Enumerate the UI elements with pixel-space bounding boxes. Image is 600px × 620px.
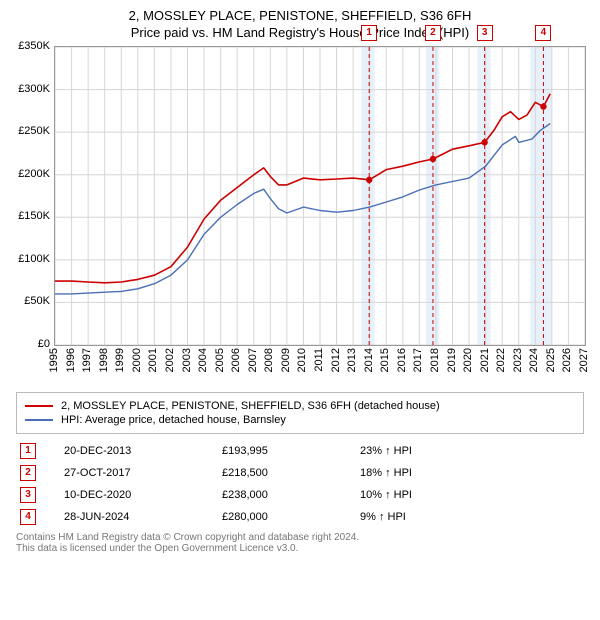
- y-tick-label: £150K: [18, 210, 50, 222]
- x-tick-label: 2001: [147, 348, 159, 372]
- event-date: 10-DEC-2020: [60, 484, 218, 506]
- event-row: 2 27-OCT-2017£218,50018% ↑ HPI: [16, 462, 584, 484]
- event-date: 20-DEC-2013: [60, 440, 218, 462]
- event-price: £193,995: [218, 440, 356, 462]
- x-tick-label: 2010: [296, 348, 308, 372]
- event-pct: 18% ↑ HPI: [356, 462, 584, 484]
- legend-swatch: [25, 405, 53, 407]
- chart-zone: £0£50K£100K£150K£200K£250K£300K£350K 123…: [10, 46, 590, 386]
- legend: 2, MOSSLEY PLACE, PENISTONE, SHEFFIELD, …: [16, 392, 584, 434]
- x-tick-label: 2013: [346, 348, 358, 372]
- event-row: 1 20-DEC-2013£193,99523% ↑ HPI: [16, 440, 584, 462]
- footer: Contains HM Land Registry data © Crown c…: [16, 532, 584, 554]
- x-tick-label: 2014: [363, 348, 375, 372]
- x-tick-label: 2021: [479, 348, 491, 372]
- title-line2: Price paid vs. HM Land Registry's House …: [10, 25, 590, 40]
- x-tick-label: 2017: [412, 348, 424, 372]
- event-date: 28-JUN-2024: [60, 506, 218, 528]
- x-tick-label: 2008: [263, 348, 275, 372]
- x-tick-label: 2006: [230, 348, 242, 372]
- legend-item: HPI: Average price, detached house, Barn…: [25, 414, 575, 426]
- plot-area: 1234: [54, 46, 586, 346]
- footer-line1: Contains HM Land Registry data © Crown c…: [16, 532, 584, 543]
- event-marker: 4: [535, 25, 551, 41]
- event-pct: 10% ↑ HPI: [356, 484, 584, 506]
- x-tick-label: 2024: [528, 348, 540, 372]
- x-tick-label: 2023: [512, 348, 524, 372]
- x-tick-label: 1995: [48, 348, 60, 372]
- event-row: 4 28-JUN-2024£280,0009% ↑ HPI: [16, 506, 584, 528]
- legend-swatch: [25, 419, 53, 421]
- x-tick-label: 2005: [214, 348, 226, 372]
- event-pct: 9% ↑ HPI: [356, 506, 584, 528]
- x-tick-label: 2019: [446, 348, 458, 372]
- x-tick-label: 2018: [429, 348, 441, 372]
- y-tick-label: £100K: [18, 253, 50, 265]
- event-date: 27-OCT-2017: [60, 462, 218, 484]
- x-tick-label: 2015: [379, 348, 391, 372]
- event-marker: 1: [361, 25, 377, 41]
- x-tick-label: 1997: [81, 348, 93, 372]
- x-tick-label: 2012: [330, 348, 342, 372]
- x-tick-label: 1998: [98, 348, 110, 372]
- x-tick-label: 2002: [164, 348, 176, 372]
- x-tick-label: 2000: [131, 348, 143, 372]
- event-number-box: 2: [20, 465, 36, 481]
- title-line1: 2, MOSSLEY PLACE, PENISTONE, SHEFFIELD, …: [10, 8, 590, 23]
- event-number-box: 1: [20, 443, 36, 459]
- x-tick-label: 2020: [462, 348, 474, 372]
- x-tick-label: 1999: [114, 348, 126, 372]
- event-marker: 3: [477, 25, 493, 41]
- x-tick-label: 2011: [313, 348, 325, 372]
- plot-svg: [55, 47, 585, 345]
- x-tick-label: 2022: [495, 348, 507, 372]
- y-tick-label: £200K: [18, 168, 50, 180]
- legend-label: 2, MOSSLEY PLACE, PENISTONE, SHEFFIELD, …: [61, 400, 440, 412]
- x-tick-label: 2025: [545, 348, 557, 372]
- event-number-box: 4: [20, 509, 36, 525]
- y-tick-label: £250K: [18, 125, 50, 137]
- x-tick-label: 2027: [578, 348, 590, 372]
- events-table: 1 20-DEC-2013£193,99523% ↑ HPI 2 27-OCT-201…: [16, 440, 584, 528]
- x-tick-label: 2003: [181, 348, 193, 372]
- event-price: £218,500: [218, 462, 356, 484]
- chart-container: 2, MOSSLEY PLACE, PENISTONE, SHEFFIELD, …: [0, 0, 600, 560]
- x-axis-labels: 1995199619971998199920002001200220032004…: [54, 348, 586, 384]
- x-tick-label: 2016: [396, 348, 408, 372]
- y-axis-labels: £0£50K£100K£150K£200K£250K£300K£350K: [10, 46, 52, 346]
- x-tick-label: 2007: [247, 348, 259, 372]
- footer-line2: This data is licensed under the Open Gov…: [16, 543, 584, 554]
- event-marker: 2: [425, 25, 441, 41]
- legend-label: HPI: Average price, detached house, Barn…: [61, 414, 286, 426]
- event-price: £238,000: [218, 484, 356, 506]
- event-pct: 23% ↑ HPI: [356, 440, 584, 462]
- x-tick-label: 1996: [65, 348, 77, 372]
- y-tick-label: £300K: [18, 83, 50, 95]
- x-tick-label: 2026: [561, 348, 573, 372]
- event-row: 3 10-DEC-2020£238,00010% ↑ HPI: [16, 484, 584, 506]
- y-tick-label: £350K: [18, 40, 50, 52]
- event-price: £280,000: [218, 506, 356, 528]
- legend-item: 2, MOSSLEY PLACE, PENISTONE, SHEFFIELD, …: [25, 400, 575, 412]
- event-number-box: 3: [20, 487, 36, 503]
- x-tick-label: 2004: [197, 348, 209, 372]
- x-tick-label: 2009: [280, 348, 292, 372]
- y-tick-label: £50K: [24, 295, 50, 307]
- title-block: 2, MOSSLEY PLACE, PENISTONE, SHEFFIELD, …: [10, 8, 590, 40]
